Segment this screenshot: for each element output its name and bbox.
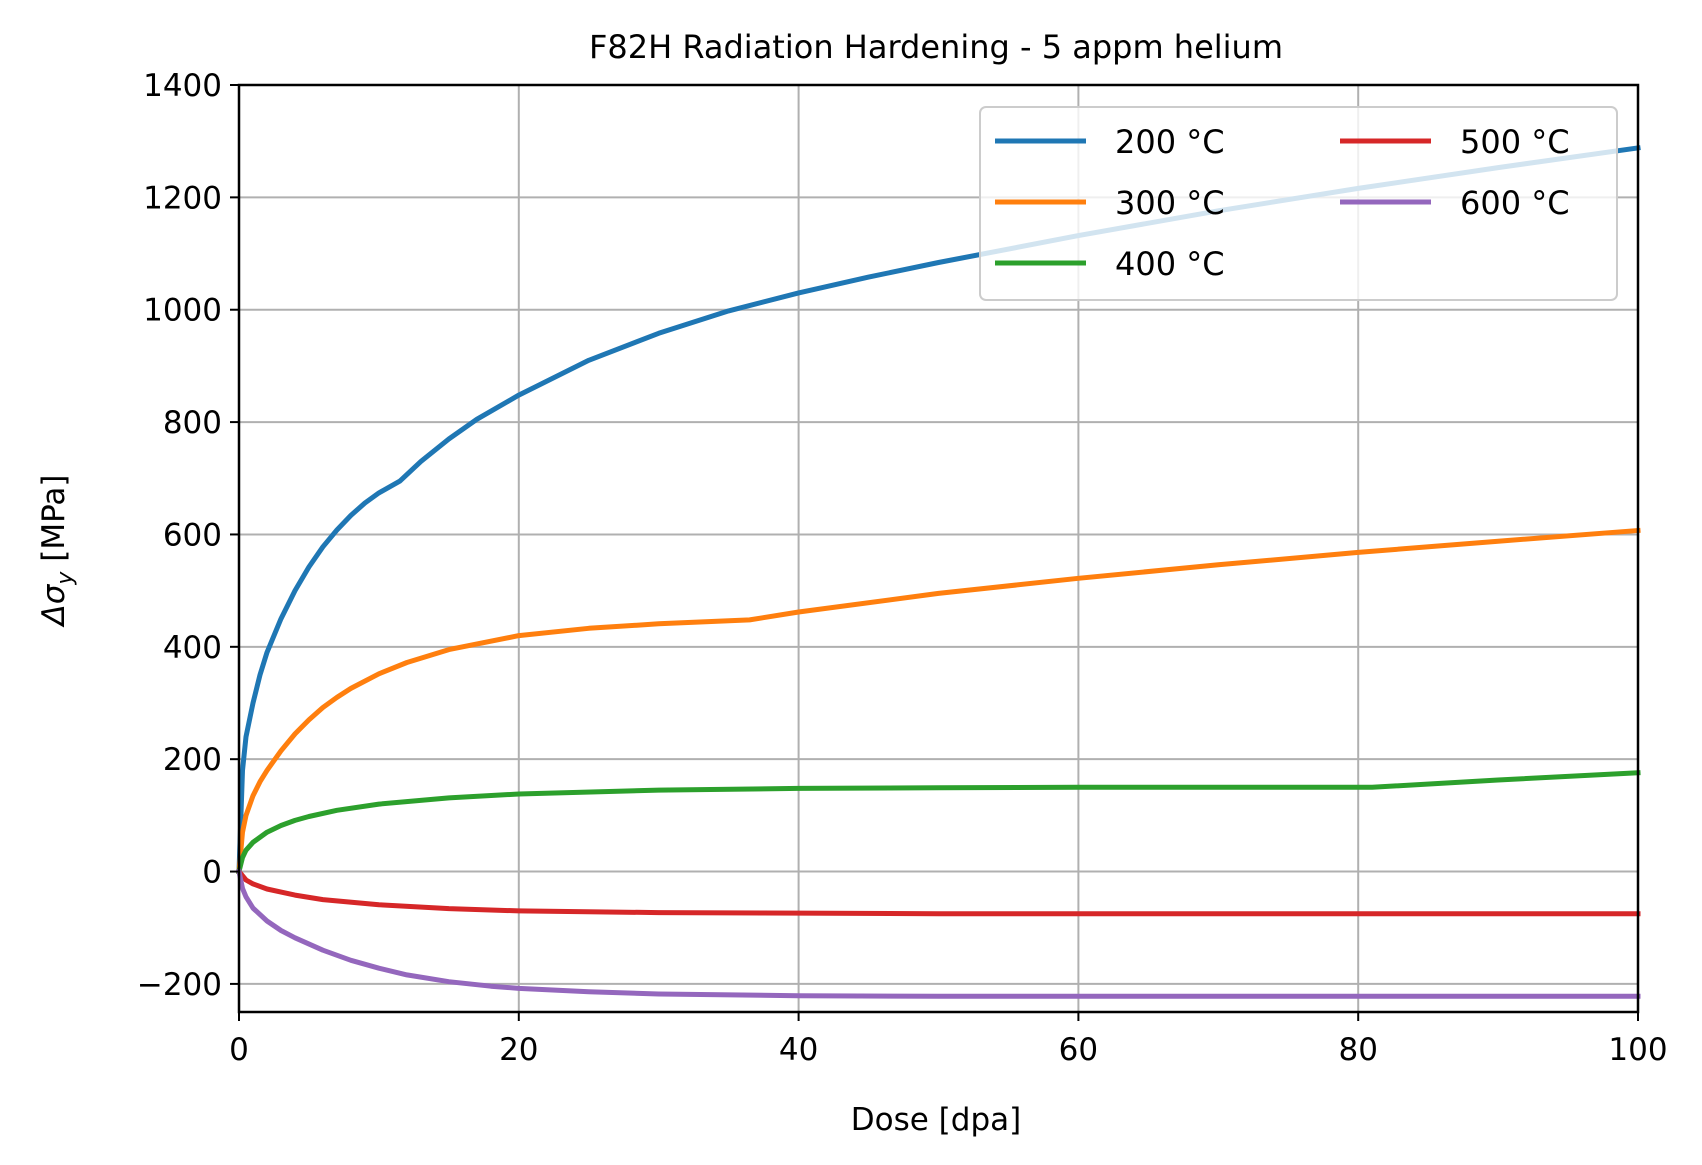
x-tick-label: 100 <box>1608 1032 1667 1068</box>
series-lines <box>235 145 1641 999</box>
series-line-500c <box>235 867 1641 917</box>
y-tick-label: −200 <box>137 967 222 1003</box>
y-axis-title-prefix: Δσ <box>36 583 72 627</box>
series-line-200c <box>236 145 1641 875</box>
y-tick-label: 1200 <box>143 180 222 216</box>
legend-label-500c: 500 °C <box>1460 123 1570 161</box>
x-tick-label: 20 <box>499 1032 538 1068</box>
x-axis-title: Dose [dpa] <box>851 1102 1021 1138</box>
y-axis-title-subscript: y <box>53 571 78 586</box>
legend-label-300c: 300 °C <box>1115 184 1225 222</box>
plot-frame <box>237 83 1640 1014</box>
legend-frame <box>979 106 1618 301</box>
y-tick-label: 1400 <box>143 68 222 104</box>
y-tick-label: 1000 <box>143 293 222 329</box>
y-tick-label: 600 <box>163 517 222 553</box>
y-tick-label: 400 <box>163 630 222 666</box>
legend-label-600c: 600 °C <box>1460 184 1570 222</box>
x-tick-label: 40 <box>779 1032 818 1068</box>
legend-label-400c: 400 °C <box>1115 245 1225 283</box>
x-tick-label: 60 <box>1059 1032 1098 1068</box>
legend: 200 °C 300 °C 400 °C 500 °C 600 °C <box>979 106 1618 301</box>
series-line-400c <box>235 770 1641 875</box>
x-tick-label: 80 <box>1338 1032 1377 1068</box>
y-tick-label: 800 <box>163 405 222 441</box>
y-axis-title-suffix: [MPa] <box>36 475 72 572</box>
y-tick-label: 200 <box>163 742 222 778</box>
series-line-600c <box>236 868 1641 999</box>
series-line-300c <box>236 527 1641 875</box>
y-tick-label: 0 <box>202 855 222 891</box>
axis-ticks: 0 20 40 60 80 100−200020040060080010001200140… <box>137 68 1668 1068</box>
y-axis-title: Δσy [MPa] <box>36 475 78 628</box>
x-tick-label: 0 <box>229 1032 249 1068</box>
legend-label-200c: 200 °C <box>1115 123 1225 161</box>
chart-title: F82H Radiation Hardening - 5 appm helium <box>589 28 1283 66</box>
